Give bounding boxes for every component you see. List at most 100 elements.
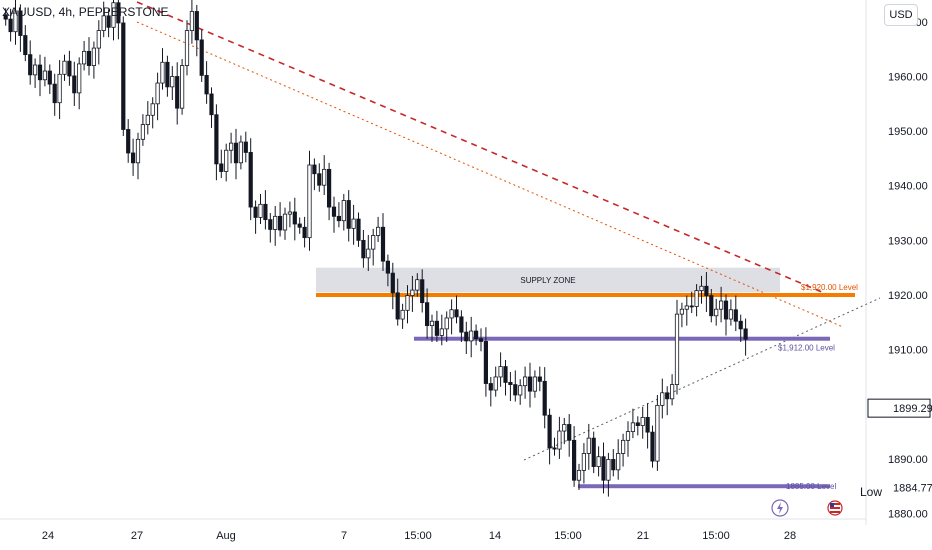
lightning-icon[interactable] — [771, 499, 789, 517]
dotted-downtrend-line[interactable] — [136, 21, 844, 328]
candle-body — [616, 453, 621, 471]
candle-body — [253, 206, 258, 218]
candle-body — [322, 168, 327, 186]
candle-body — [67, 60, 72, 77]
candle-body — [258, 203, 263, 218]
candle-body — [96, 30, 101, 49]
candle-body — [366, 248, 371, 259]
candle-body — [660, 392, 665, 406]
candle-body — [199, 39, 204, 76]
candle-body — [709, 295, 714, 317]
candle-body — [101, 15, 106, 31]
candle-body — [728, 309, 734, 320]
candle-body — [532, 376, 538, 392]
time-tick-label: 28 — [784, 530, 796, 542]
symbol-title[interactable]: XAUUSD, 4h, PEPPERSTONE — [2, 5, 169, 19]
dotted-uptrend-line[interactable] — [523, 297, 881, 461]
candle-body — [292, 211, 297, 225]
price-axis-panel[interactable] — [866, 0, 932, 525]
candle-body — [503, 366, 508, 383]
candle-body — [493, 376, 498, 391]
candle-body — [395, 292, 400, 320]
candle-body — [57, 73, 62, 104]
candle-body — [13, 10, 18, 33]
candle-body — [121, 22, 126, 130]
low-marker-label: Low — [860, 485, 883, 499]
candle-body — [287, 211, 293, 215]
candle-body — [233, 142, 239, 164]
candle-body — [282, 213, 288, 231]
candle-body — [47, 70, 52, 85]
candle-body — [341, 200, 346, 222]
candle-body — [18, 10, 23, 36]
price-tick-label: 1910.00 — [888, 345, 928, 357]
candle-body — [488, 383, 493, 391]
low-level-label: 1885.00 Level — [786, 482, 836, 491]
currency-button[interactable]: USD — [884, 4, 918, 26]
candle-body — [606, 459, 611, 481]
candle-body — [238, 141, 243, 164]
candle-body — [498, 366, 503, 378]
candle-body — [483, 341, 489, 384]
candle-body — [346, 200, 351, 229]
candle-body — [405, 295, 410, 311]
candle-body — [621, 439, 626, 454]
candles-group — [3, 0, 748, 497]
candle-body — [699, 285, 704, 292]
time-tick-label: 15:00 — [702, 530, 730, 542]
candle-body — [268, 219, 273, 230]
time-axis-ticks: 24 27 Aug 7 15:00 14 15:00 21 15:00 28 — [42, 530, 796, 542]
purple-level-line[interactable] — [414, 336, 830, 341]
candle-body — [77, 63, 82, 94]
candle-body — [596, 456, 601, 467]
time-tick-label: 15:00 — [554, 530, 582, 542]
candle-body — [400, 309, 405, 320]
orange-level-label: $1,920.00 Level — [801, 283, 858, 292]
candle-body — [52, 83, 57, 104]
candle-body — [91, 47, 96, 66]
orange-level-line[interactable] — [316, 293, 855, 298]
candle-body — [356, 218, 361, 241]
candle-body — [175, 76, 180, 109]
candle-body — [317, 173, 322, 186]
candle-body — [336, 215, 342, 222]
candle-body — [586, 437, 591, 454]
candle-body — [248, 152, 253, 208]
candle-body — [444, 317, 449, 330]
current-price-label: 1899.29 — [893, 403, 932, 415]
low-price-label: 1884.77 — [893, 482, 932, 494]
candle-body — [645, 416, 650, 433]
candle-body — [371, 235, 376, 250]
candle-body — [331, 206, 337, 217]
candle-body — [567, 424, 572, 441]
candle-body — [665, 392, 670, 400]
candle-body — [140, 124, 145, 140]
price-tick-label: 1890.00 — [888, 454, 928, 466]
price-axis-labels: 1899.29 1884.77 — [867, 398, 932, 494]
resistance-trendline[interactable] — [136, 1, 837, 299]
candle-body — [385, 260, 391, 274]
candle-body — [224, 149, 229, 172]
candle-body — [33, 64, 38, 76]
price-tick-label: 1920.00 — [888, 290, 928, 302]
candle-body — [380, 226, 386, 262]
candle-body — [390, 272, 395, 294]
candle-body — [439, 328, 444, 336]
candle-body — [150, 103, 155, 116]
us-flag-icon[interactable] — [827, 500, 843, 516]
low-level-line[interactable] — [578, 484, 830, 489]
candle-body — [375, 226, 381, 236]
candle-body — [508, 382, 513, 386]
candle-body — [297, 223, 302, 228]
candle-body — [72, 75, 77, 94]
candle-body — [630, 422, 636, 432]
candle-body — [3, 14, 8, 20]
candle-body — [670, 384, 675, 400]
candle-body — [184, 30, 190, 66]
candle-body — [410, 289, 415, 296]
candle-body — [8, 18, 13, 33]
candle-body — [429, 320, 435, 327]
candle-body — [37, 64, 43, 81]
candle-body — [28, 54, 33, 76]
